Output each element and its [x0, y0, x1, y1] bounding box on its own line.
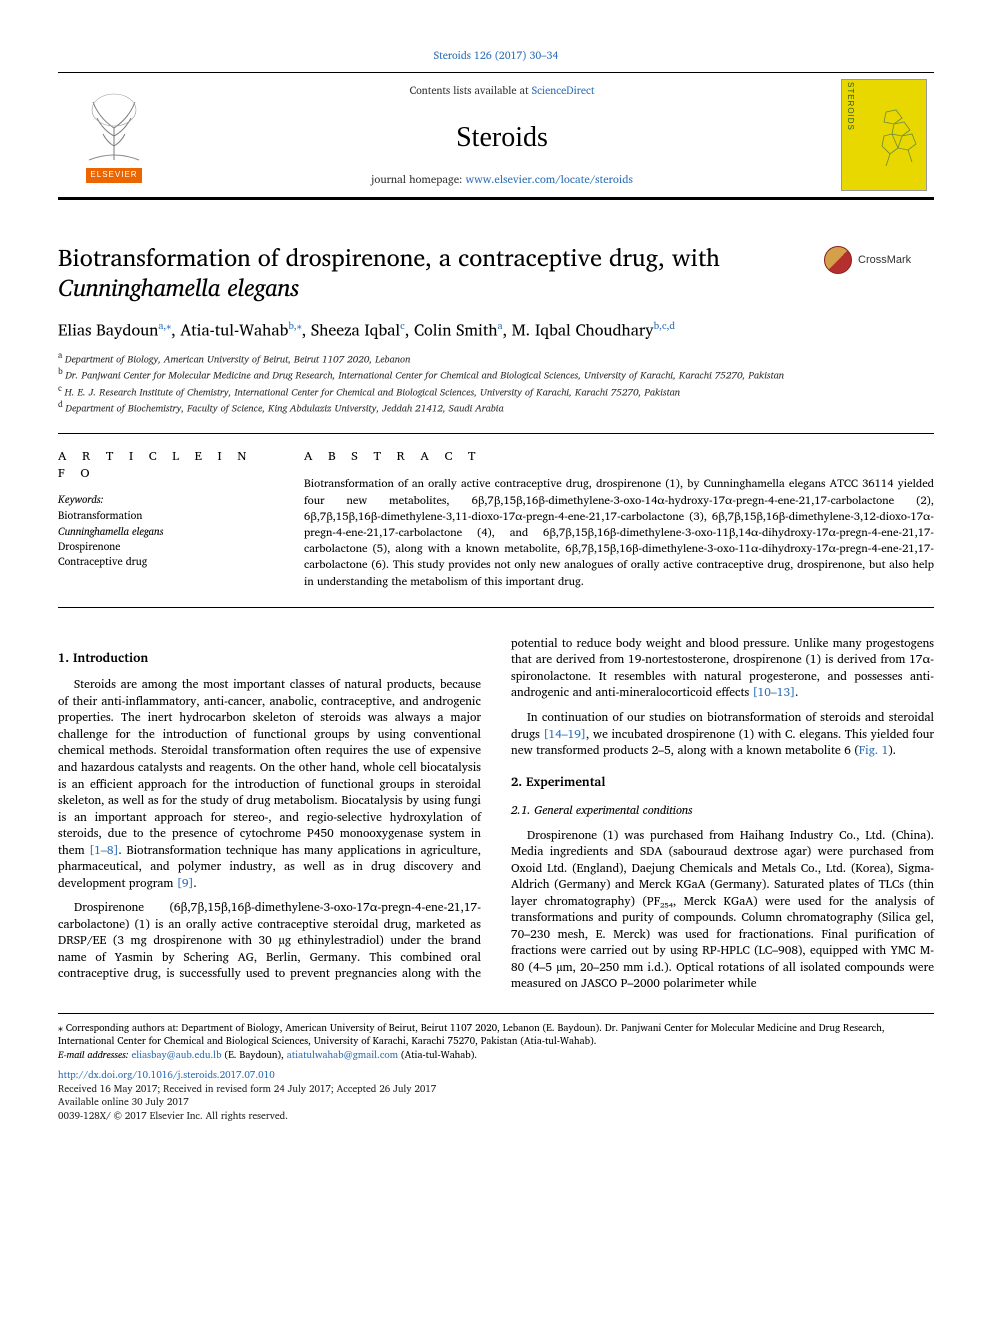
affiliation-line: a Department of Biology, American Univer…: [58, 350, 934, 366]
author-line: Elias Baydouna,⁎, Atia-tul-Wahabb,⁎, She…: [58, 320, 934, 342]
email-1[interactable]: eliasbay@aub.edu.lb: [131, 1047, 221, 1063]
title-italic: Cunninghamella elegans: [58, 267, 299, 307]
homepage-link[interactable]: www.elsevier.com/locate/steroids: [466, 170, 633, 188]
running-head: Steroids 126 (2017) 30–34: [58, 48, 934, 62]
article-body: 1. Introduction Steroids are among the m…: [58, 636, 934, 993]
ref-10-13[interactable]: [10–13]: [753, 683, 795, 702]
email-line: E-mail addresses: eliasbay@aub.edu.lb (E…: [58, 1049, 934, 1063]
journal-masthead: ELSEVIER Contents lists available at Sci…: [58, 72, 934, 200]
homepage-prefix: journal homepage:: [371, 170, 465, 188]
affiliation-text: Department of Biochemistry, Faculty of S…: [65, 400, 503, 416]
para-1c: .: [193, 874, 196, 893]
corresponding-note: ⁎ Corresponding authors at: Department o…: [58, 1022, 934, 1049]
article-info-head: A R T I C L E I N F O: [58, 448, 268, 482]
history-line: Received 16 May 2017; Received in revise…: [58, 1083, 934, 1097]
para-1a: Steroids are among the most important cl…: [58, 675, 481, 859]
email-2[interactable]: atiatulwahab@gmail.com: [287, 1047, 398, 1063]
publisher-label: ELSEVIER: [86, 168, 141, 183]
article-title: Biotransformation of drospirenone, a con…: [58, 242, 824, 302]
cover-molecule-icon: [866, 102, 922, 182]
affiliation-text: H. E. J. Research Institute of Chemistry…: [64, 384, 680, 400]
homepage-line: journal homepage: www.elsevier.com/locat…: [371, 172, 633, 187]
abstract-head: A B S T R A C T: [304, 448, 934, 465]
heading-introduction: 1. Introduction: [58, 650, 481, 668]
email-1-who: (E. Baydoun),: [222, 1047, 287, 1063]
affiliation-line: b Dr. Panjwani Center for Molecular Medi…: [58, 366, 934, 382]
affiliation-text: Department of Biology, American Universi…: [65, 351, 411, 367]
affiliations: a Department of Biology, American Univer…: [58, 350, 934, 415]
keywords-head: Keywords:: [58, 492, 268, 506]
email-2-who: (Atia-tul-Wahab).: [398, 1047, 477, 1063]
author-name: , M. Iqbal Choudhary: [503, 318, 654, 344]
journal-name: Steroids: [456, 119, 548, 157]
affiliation-line: d Department of Biochemistry, Faculty of…: [58, 399, 934, 415]
author-aff-marker: b,: [288, 318, 296, 334]
author-name: , Colin Smith: [405, 318, 498, 344]
author-aff-marker: b,c,d: [654, 318, 675, 334]
publisher-logo-block: ELSEVIER: [58, 73, 170, 197]
affiliation-line: c H. E. J. Research Institute of Chemist…: [58, 383, 934, 399]
crossmark-label: CrossMark: [858, 253, 911, 268]
keyword-item: Contraceptive drug: [58, 554, 268, 569]
section-rule-bottom: [58, 607, 934, 608]
heading-general-conditions: 2.1. General experimental conditions: [511, 803, 934, 820]
footer-block: ⁎ Corresponding authors at: Department o…: [58, 1013, 934, 1124]
para-1b: . Biotransformation technique has many a…: [58, 841, 481, 893]
para-2b: .: [795, 683, 798, 702]
author-name: , Sheeza Iqbal: [302, 318, 400, 344]
abstract-text: Biotransformation of an orally active co…: [304, 475, 934, 589]
ref-9[interactable]: [9]: [177, 874, 194, 893]
author-name: , Atia-tul-Wahab: [171, 318, 288, 344]
elsevier-tree-icon: [79, 88, 149, 166]
copyright-line: 0039-128X/ © 2017 Elsevier Inc. All righ…: [58, 1110, 934, 1124]
email-label: E-mail addresses:: [58, 1047, 131, 1063]
crossmark-icon: [824, 246, 852, 274]
contents-prefix: Contents lists available at: [410, 81, 532, 99]
para-4: Drospirenone (1) was purchased from Haih…: [511, 826, 934, 994]
sciencedirect-link[interactable]: ScienceDirect: [532, 81, 595, 99]
fig-1-ref[interactable]: Fig. 1: [859, 741, 889, 760]
section-rule-top: [58, 433, 934, 434]
journal-cover-thumb: STEROIDS: [841, 79, 927, 191]
keywords-list: BiotransformationCunninghamella elegansD…: [58, 508, 268, 569]
crossmark-badge[interactable]: CrossMark: [824, 246, 934, 274]
contents-line: Contents lists available at ScienceDirec…: [410, 83, 595, 97]
heading-experimental: 2. Experimental: [511, 774, 934, 792]
affiliation-marker: a: [58, 348, 65, 362]
cover-spine-text: STEROIDS: [844, 82, 855, 131]
para-3c: ).: [888, 741, 896, 760]
affiliation-text: Dr. Panjwani Center for Molecular Medici…: [65, 368, 784, 384]
author-name: Elias Baydoun: [58, 318, 158, 344]
